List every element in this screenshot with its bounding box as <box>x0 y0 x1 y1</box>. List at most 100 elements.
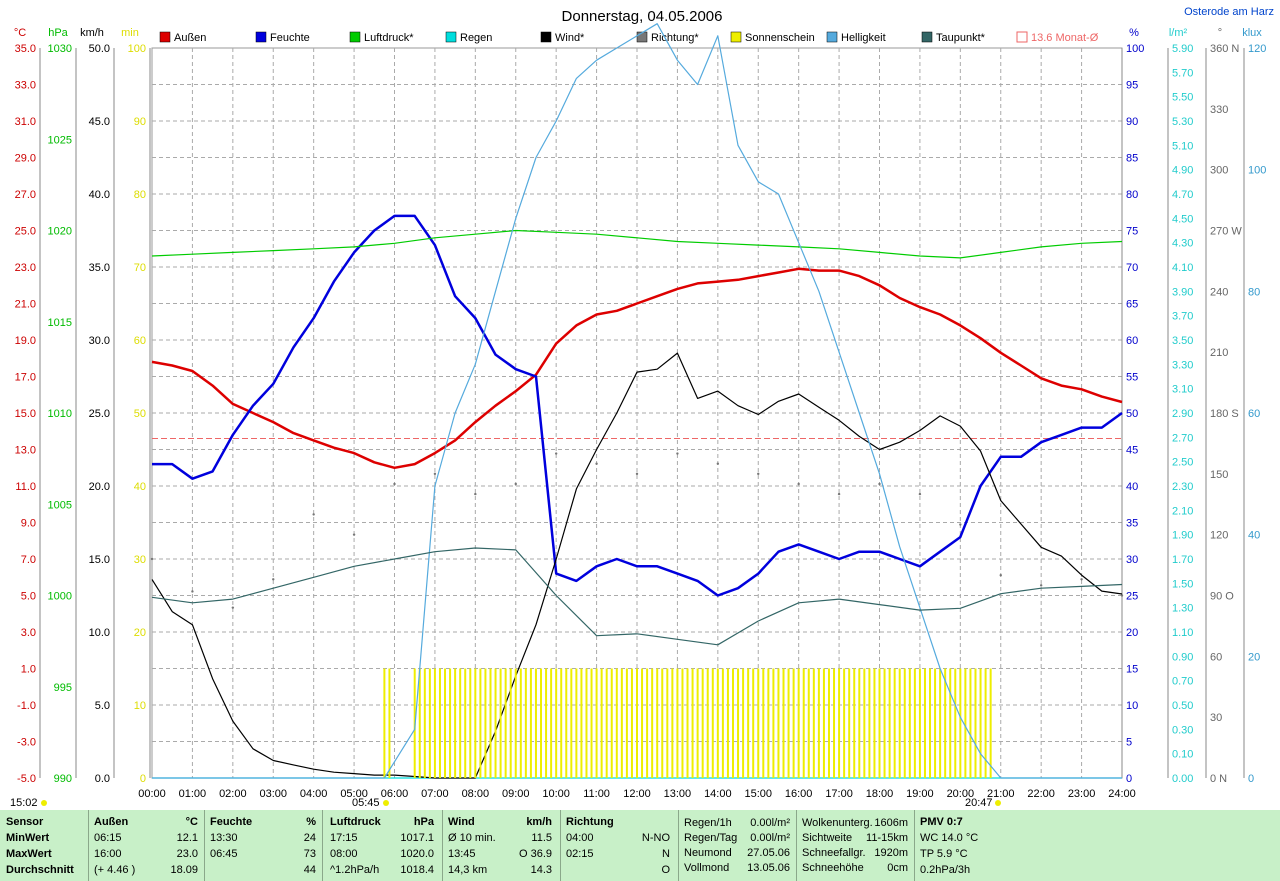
right-axis-tick-label: 4.10 <box>1172 262 1193 274</box>
right-axis-tick-label: 95 <box>1126 80 1138 92</box>
stats-table: Sensor MinWert MaxWert Durchschnitt Auße… <box>0 810 1280 881</box>
pmv-trend: 0.2hPa/3h <box>920 864 971 876</box>
right-axis-tick-label: 1.50 <box>1172 578 1193 590</box>
axes: °C 35.0 33.0 31.0 29.0 27.0 25.0 23.0 21.0 19.0 17… <box>14 27 1267 800</box>
right-axis-tick-label: 4.30 <box>1172 238 1193 250</box>
left-axis-tick-label: 1010 <box>48 408 72 420</box>
richtung-header: Richtung <box>566 816 614 828</box>
legend-swatch-monthly-mean <box>1016 31 1028 43</box>
feuchte-max-value: 73 <box>303 848 316 860</box>
legend-label: Sonnenschein <box>745 32 815 44</box>
left-axis-tick-label: 33.0 <box>15 80 36 92</box>
druck-unit: hPa <box>413 816 434 828</box>
druck-min-value: 1017.1 <box>400 832 434 844</box>
weather-chart: Donnerstag, 04.05.2006 Osterode am Harz … <box>10 6 1274 809</box>
druck-max-value: 1020.0 <box>400 848 434 860</box>
legend-label: Außen <box>174 32 206 44</box>
druck-trend: ^1.2hPa/h <box>330 864 380 876</box>
right-axis-tick-label: 180 S <box>1210 408 1239 420</box>
left-axis-tick-label: 13.0 <box>15 445 36 457</box>
x-tick-label: 09:00 <box>502 788 530 800</box>
right-axis-tick-label: 100 <box>1248 165 1266 177</box>
direction-point <box>757 472 760 476</box>
left-axis-tick-label: 15.0 <box>89 554 110 566</box>
series-line-feuchte <box>152 214 1123 597</box>
left-axis-tick-label: 25.0 <box>89 408 110 420</box>
right-axis-tick-label: 2.30 <box>1172 481 1193 493</box>
legend-label: Wind* <box>555 32 585 44</box>
left-axis-tick-label: 11.0 <box>15 481 36 493</box>
left-axis-tick-label: 3.0 <box>21 627 36 639</box>
left-axis-tick-label: 27.0 <box>15 189 36 201</box>
right-axis-tick-label: 2.70 <box>1172 432 1193 444</box>
left-axis-tick-label: 1020 <box>48 226 72 238</box>
feuchte-column: Feuchte% 13:30 24 06:45 73 44 <box>210 814 316 878</box>
direction-point <box>959 523 962 526</box>
right-axis-tick-label: 330 <box>1210 104 1228 116</box>
left-axis-tick-label: 70 <box>134 262 146 274</box>
right-axis-tick-label: 5.70 <box>1172 67 1193 79</box>
right-axis-tick-label: 0.50 <box>1172 700 1193 712</box>
right-axis-tick-label: 2.50 <box>1172 457 1193 469</box>
right-axis-tick-label: 5 <box>1126 737 1132 749</box>
sensor-header: Sensor <box>6 816 44 828</box>
feuchte-min-value: 24 <box>303 832 316 844</box>
right-axis-tick-label: 60 <box>1210 651 1222 663</box>
direction-point <box>918 492 922 496</box>
left-axis-tick-label: 23.0 <box>15 262 36 274</box>
right-axis-tick-label: 0 N <box>1210 773 1227 785</box>
druck-min-time: 17:15 <box>330 832 358 844</box>
right-axis-tick-label: 2.90 <box>1172 408 1193 420</box>
aussen-min-time: 06:15 <box>94 832 122 844</box>
x-tick-label: 10:00 <box>542 788 570 800</box>
legend-label: Taupunkt* <box>936 32 986 44</box>
daylength-marker <box>41 800 47 806</box>
right-axis-tick-label: 1.30 <box>1172 603 1193 615</box>
right-axis-tick-label: 40 <box>1248 530 1260 542</box>
right-axis-tick-label: 3.10 <box>1172 384 1193 396</box>
schneefall-label: Schneefallgr. <box>802 847 866 859</box>
direction-point <box>312 513 315 516</box>
right-axis-tick-label: 25 <box>1126 591 1138 603</box>
right-axis-tick-label: 120 <box>1248 43 1266 55</box>
right-axis-tick-label: 3.50 <box>1172 335 1193 347</box>
direction-point <box>474 492 477 496</box>
richtung-max-value: N <box>662 848 670 860</box>
x-tick-label: 13:00 <box>664 788 692 800</box>
x-tick-label: 20:00 <box>947 788 975 800</box>
left-axis-tick-label: 1000 <box>48 591 72 603</box>
x-tick-label: 19:00 <box>906 788 934 800</box>
series-line-luftdruck <box>151 229 1123 259</box>
right-axis-unit: l/m² <box>1169 27 1188 39</box>
aussen-max-time: 16:00 <box>94 848 122 860</box>
richtung-min-value: N-NO <box>641 832 670 844</box>
series-line-wind <box>151 352 1123 779</box>
legend-swatch <box>255 31 267 43</box>
feuchte-max-time: 06:45 <box>210 848 238 860</box>
neumond-date: 27.05.06 <box>747 847 790 859</box>
left-axis-tick-label: 21.0 <box>15 299 36 311</box>
right-axis-tick-label: 5.30 <box>1172 116 1193 128</box>
right-axis-tick-label: 300 <box>1210 165 1228 177</box>
x-tick-label: 01:00 <box>179 788 207 800</box>
left-axis-tick-label: 45.0 <box>89 116 110 128</box>
left-axis-unit: hPa <box>48 27 68 39</box>
x-tick-label: 24:00 <box>1108 788 1136 800</box>
right-axis-tick-label: 60 <box>1126 335 1138 347</box>
right-axis-tick-label: 4.90 <box>1172 165 1193 177</box>
legend-label: Feuchte <box>270 32 310 44</box>
x-tick-label: 17:00 <box>825 788 853 800</box>
x-tick-label: 14:00 <box>704 788 732 800</box>
right-axis-tick-label: 30 <box>1210 712 1222 724</box>
druck-max-time: 08:00 <box>330 848 358 860</box>
direction-point <box>837 492 841 496</box>
left-axis-tick-label: 1030 <box>48 43 72 55</box>
right-axis-tick-label: 150 <box>1210 469 1228 481</box>
x-tick-label: 22:00 <box>1027 788 1055 800</box>
right-axis-tick-label: 1.90 <box>1172 530 1193 542</box>
sensor-column: Sensor MinWert MaxWert Durchschnitt <box>6 814 86 878</box>
right-axis-tick-label: 5.90 <box>1172 43 1193 55</box>
left-axis-tick-label: 15.0 <box>15 408 36 420</box>
direction-point <box>231 606 235 609</box>
left-axis-tick-label: 9.0 <box>21 518 36 530</box>
